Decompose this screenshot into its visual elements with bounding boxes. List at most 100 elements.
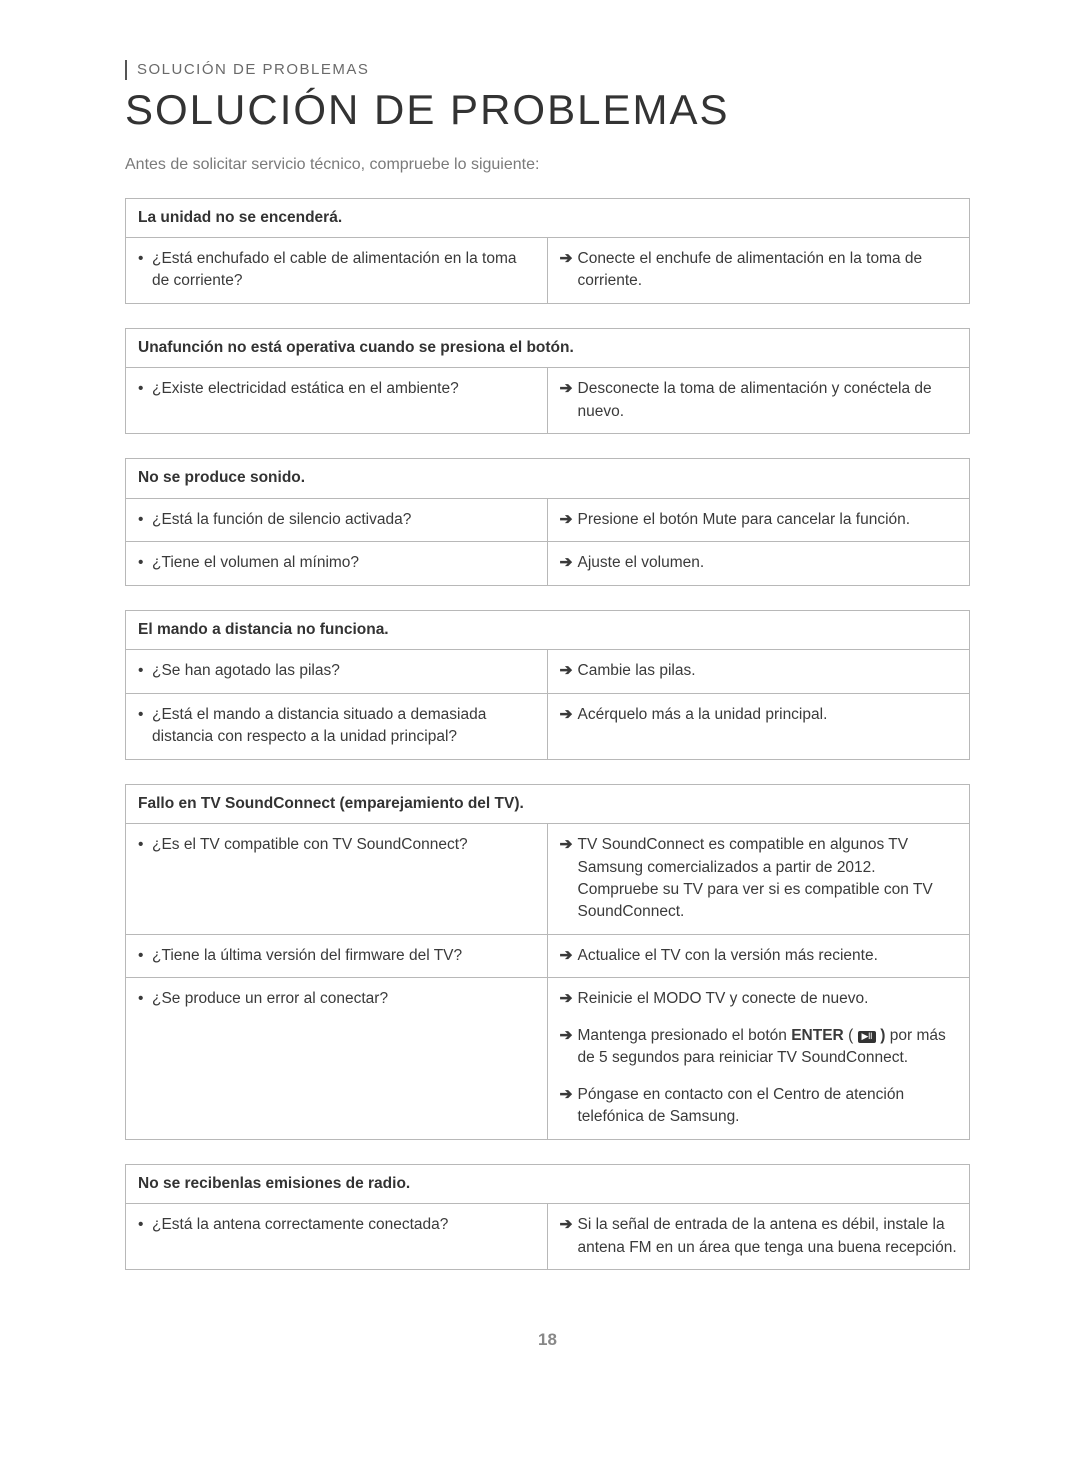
question-cell: •¿Tiene el volumen al mínimo?: [126, 542, 548, 584]
question-cell: •¿Se produce un error al conectar?: [126, 978, 548, 1138]
breadcrumb: SOLUCIÓN DE PROBLEMAS: [125, 60, 970, 80]
bullet-icon: •: [138, 988, 152, 1010]
answer-cell: ➔TV SoundConnect es compatible en alguno…: [548, 824, 970, 934]
breadcrumb-text: SOLUCIÓN DE PROBLEMAS: [137, 60, 970, 80]
arrow-icon: ➔: [560, 1214, 578, 1259]
answer-line: ➔TV SoundConnect es compatible en alguno…: [560, 832, 958, 926]
troubleshoot-block: La unidad no se encenderá. •¿Está enchufa…: [125, 198, 970, 304]
question-text: ¿Está enchufado el cable de alimentación…: [152, 248, 535, 293]
question-cell: •¿Está la función de silencio activada?: [126, 499, 548, 541]
question-line: •¿Se produce un error al conectar?: [138, 986, 535, 1012]
question-text: ¿Se produce un error al conectar?: [152, 988, 535, 1010]
troubleshoot-block: Unafunción no está operativa cuando se p…: [125, 328, 970, 434]
page-number: 18: [125, 1330, 970, 1350]
question-text: ¿Existe electricidad estática en el ambi…: [152, 378, 535, 400]
answer-cell: ➔Actualice el TV con la versión más reci…: [548, 935, 970, 977]
answer-line: ➔Ajuste el volumen.: [560, 550, 958, 576]
question-cell: •¿Es el TV compatible con TV SoundConnec…: [126, 824, 548, 934]
answer-line: ➔Cambie las pilas.: [560, 658, 958, 684]
block-header: El mando a distancia no funciona.: [126, 611, 969, 650]
bullet-icon: •: [138, 1214, 152, 1236]
answer-line: ➔Mantenga presionado el botón ENTER ( ▶I…: [560, 1023, 958, 1072]
answer-text: Actualice el TV con la versión más recie…: [578, 945, 958, 967]
answer-text: Presione el botón Mute para cancelar la …: [578, 509, 958, 531]
table-row: •¿Existe electricidad estática en el amb…: [126, 368, 969, 433]
answer-line: ➔Actualice el TV con la versión más reci…: [560, 943, 958, 969]
answer-line: ➔Reinicie el MODO TV y conecte de nuevo.: [560, 986, 958, 1012]
table-row: •¿Tiene el volumen al mínimo? ➔Ajuste el …: [126, 541, 969, 584]
arrow-icon: ➔: [560, 552, 578, 574]
table-row: •¿Es el TV compatible con TV SoundConnec…: [126, 824, 969, 934]
answer-line: ➔Conecte el enchufe de alimentación en l…: [560, 246, 958, 295]
table-row: •¿Está enchufado el cable de alimentació…: [126, 238, 969, 303]
intro-text: Antes de solicitar servicio técnico, com…: [125, 156, 970, 174]
table-row: •¿Se han agotado las pilas? ➔Cambie las p…: [126, 650, 969, 692]
answer-text: Desconecte la toma de alimentación y con…: [578, 378, 958, 423]
question-line: •¿Tiene la última versión del firmware d…: [138, 943, 535, 969]
question-cell: •¿Existe electricidad estática en el amb…: [126, 368, 548, 433]
block-body: •¿Está la función de silencio activada? ➔…: [126, 499, 969, 585]
question-line: •¿Está enchufado el cable de alimentació…: [138, 246, 535, 295]
bullet-icon: •: [138, 704, 152, 749]
question-line: •¿Está la función de silencio activada?: [138, 507, 535, 533]
block-body: •¿Existe electricidad estática en el amb…: [126, 368, 969, 433]
answer-cell: ➔Conecte el enchufe de alimentación en l…: [548, 238, 970, 303]
arrow-icon: ➔: [560, 704, 578, 726]
question-text: ¿Está el mando a distancia situado a dem…: [152, 704, 535, 749]
arrow-icon: ➔: [560, 988, 578, 1010]
question-text: ¿Está la antena correctamente conectada?: [152, 1214, 535, 1236]
answer-cell: ➔Reinicie el MODO TV y conecte de nuevo.…: [548, 978, 970, 1138]
bullet-icon: •: [138, 509, 152, 531]
answer-cell: ➔Ajuste el volumen.: [548, 542, 970, 584]
answer-cell: ➔Acérquelo más a la unidad principal.: [548, 694, 970, 759]
answer-cell: ➔Desconecte la toma de alimentación y co…: [548, 368, 970, 433]
troubleshooting-blocks: La unidad no se encenderá.•¿Está enchufa…: [125, 198, 970, 1271]
arrow-icon: ➔: [560, 945, 578, 967]
answer-text: Acérquelo más a la unidad principal.: [578, 704, 958, 726]
arrow-icon: ➔: [560, 509, 578, 531]
block-header: Fallo en TV SoundConnect (emparejamiento…: [126, 785, 969, 824]
bullet-icon: •: [138, 248, 152, 293]
question-line: •¿Se han agotado las pilas?: [138, 658, 535, 684]
bullet-icon: •: [138, 660, 152, 682]
answer-line: ➔Si la señal de entrada de la antena es …: [560, 1212, 958, 1261]
block-header: La unidad no se encenderá.: [126, 199, 969, 238]
answer-cell: ➔Si la señal de entrada de la antena es …: [548, 1204, 970, 1269]
answer-text: Ajuste el volumen.: [578, 552, 958, 574]
arrow-icon: ➔: [560, 1084, 578, 1129]
question-cell: •¿Está la antena correctamente conectada…: [126, 1204, 548, 1269]
troubleshoot-block: Fallo en TV SoundConnect (emparejamiento…: [125, 784, 970, 1140]
block-body: •¿Está enchufado el cable de alimentació…: [126, 238, 969, 303]
question-line: •¿Es el TV compatible con TV SoundConnec…: [138, 832, 535, 858]
answer-text: Conecte el enchufe de alimentación en la…: [578, 248, 958, 293]
block-header: Unafunción no está operativa cuando se p…: [126, 329, 969, 368]
table-row: •¿Está la función de silencio activada? ➔…: [126, 499, 969, 541]
question-text: ¿Es el TV compatible con TV SoundConnect…: [152, 834, 535, 856]
question-text: ¿Está la función de silencio activada?: [152, 509, 535, 531]
answer-text: Reinicie el MODO TV y conecte de nuevo.: [578, 988, 958, 1010]
block-body: •¿Está la antena correctamente conectada…: [126, 1204, 969, 1269]
answer-line: ➔Acérquelo más a la unidad principal.: [560, 702, 958, 728]
question-line: •¿Existe electricidad estática en el amb…: [138, 376, 535, 402]
table-row: •¿Se produce un error al conectar?➔Reini…: [126, 977, 969, 1138]
arrow-icon: ➔: [560, 834, 578, 924]
question-text: ¿Se han agotado las pilas?: [152, 660, 535, 682]
answer-line: ➔Póngase en contacto con el Centro de at…: [560, 1082, 958, 1131]
question-line: •¿Tiene el volumen al mínimo?: [138, 550, 535, 576]
answer-line: ➔Presione el botón Mute para cancelar la…: [560, 507, 958, 533]
answer-text: Cambie las pilas.: [578, 660, 958, 682]
question-line: •¿Está el mando a distancia situado a de…: [138, 702, 535, 751]
troubleshoot-block: El mando a distancia no funciona.•¿Se ha…: [125, 610, 970, 760]
question-line: •¿Está la antena correctamente conectada…: [138, 1212, 535, 1238]
arrow-icon: ➔: [560, 378, 578, 423]
answer-text: Mantenga presionado el botón ENTER ( ▶II…: [578, 1025, 958, 1070]
answer-text: TV SoundConnect es compatible en algunos…: [578, 834, 958, 924]
question-cell: •¿Se han agotado las pilas?: [126, 650, 548, 692]
block-header: No se recibenlas emisiones de radio.: [126, 1165, 969, 1204]
answer-cell: ➔Presione el botón Mute para cancelar la…: [548, 499, 970, 541]
block-body: • ¿Es el TV compatible con TV SoundConnec…: [126, 824, 969, 1139]
troubleshoot-block: No se recibenlas emisiones de radio. •¿Es…: [125, 1164, 970, 1270]
question-cell: •¿Tiene la última versión del firmware d…: [126, 935, 548, 977]
question-cell: •¿Está el mando a distancia situado a de…: [126, 694, 548, 759]
arrow-icon: ➔: [560, 248, 578, 293]
